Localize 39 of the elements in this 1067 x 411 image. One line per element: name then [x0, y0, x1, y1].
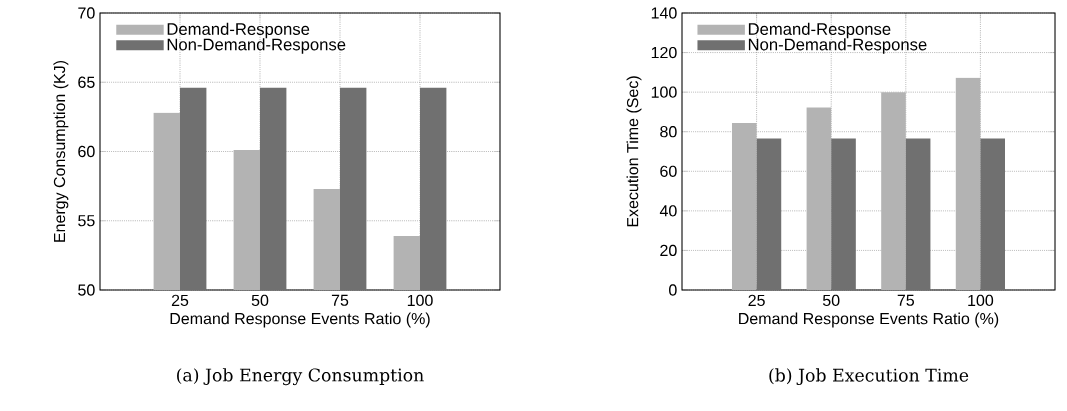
- legend-label: Non-Demand-Response: [167, 38, 346, 54]
- x-tick-label: 25: [748, 294, 765, 307]
- y-tick-label: 60: [78, 145, 95, 158]
- y-tick-label: 55: [78, 215, 95, 227]
- y-tick-label: 65: [78, 76, 95, 88]
- y-tick-label: 20: [660, 244, 677, 257]
- legend-label: Non-Demand-Response: [748, 38, 927, 54]
- y-tick-label: 70: [78, 7, 95, 19]
- bar: [831, 138, 856, 290]
- x-tick-label: 25: [171, 294, 189, 307]
- bar: [881, 92, 906, 290]
- bar: [905, 138, 931, 290]
- bar: [980, 138, 1006, 290]
- legend-label: Demand-Response: [748, 22, 891, 39]
- y-tick-label: 100: [651, 86, 677, 98]
- y-tick-label: 60: [660, 165, 677, 177]
- text: (b) Job Execution Time: [769, 368, 969, 386]
- y-tick-label: 140: [651, 7, 677, 19]
- bar: [731, 123, 757, 290]
- x-tick-label: 50: [251, 294, 269, 307]
- x-tick-label: 75: [331, 294, 349, 306]
- y-tick-label: 0: [669, 284, 677, 296]
- bar: [955, 77, 981, 290]
- x-axis-title: Demand Response Events Ratio (%): [739, 312, 999, 328]
- x-tick-label: 100: [968, 294, 994, 307]
- text: (a) Job Energy Consumption: [177, 368, 424, 386]
- y-axis-title: Execution Time (Sec): [626, 76, 642, 227]
- y-tick-label: 40: [659, 205, 677, 217]
- bar: [806, 107, 832, 290]
- y-tick-label: 80: [660, 126, 677, 138]
- bar: [756, 138, 782, 290]
- y-tick-label: 50: [78, 284, 95, 296]
- y-axis-title: Energy Consumption (KJ): [53, 60, 69, 242]
- x-tick-label: 50: [822, 294, 840, 307]
- x-axis-title: Demand Response Events Ratio (%): [170, 312, 430, 328]
- x-tick-label: 75: [897, 294, 915, 306]
- y-tick-label: 120: [651, 46, 677, 59]
- x-tick-label: 100: [407, 294, 433, 307]
- legend-label: Demand-Response: [167, 22, 310, 39]
